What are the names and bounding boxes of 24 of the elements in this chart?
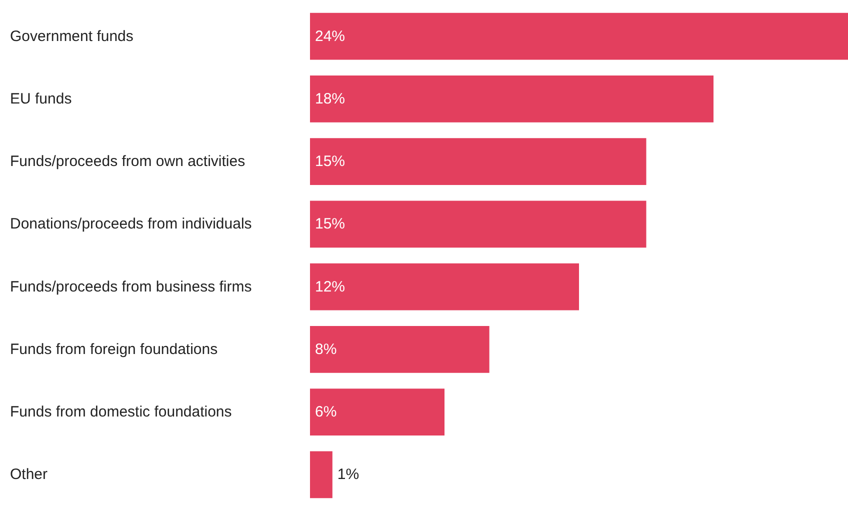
bar xyxy=(310,138,646,186)
bar xyxy=(310,263,579,310)
data-label: 1% xyxy=(337,466,360,484)
bar xyxy=(310,451,332,498)
data-label: 15% xyxy=(315,216,346,233)
data-label: 12% xyxy=(315,278,346,296)
y-tick-label: Donations/proceeds from individuals xyxy=(10,216,252,233)
bar xyxy=(310,200,646,248)
bar xyxy=(310,75,714,122)
bar xyxy=(310,388,444,436)
y-tick-label: Other xyxy=(10,466,48,484)
bar xyxy=(310,12,848,60)
data-label: 6% xyxy=(315,404,337,421)
y-tick-label: Funds/proceeds from own activities xyxy=(10,153,246,170)
y-tick-label: Funds from foreign foundations xyxy=(10,340,218,358)
y-tick-label: Funds/proceeds from business firms xyxy=(10,278,252,296)
data-label: 8% xyxy=(315,340,337,358)
data-label: 24% xyxy=(315,28,346,45)
data-label: 15% xyxy=(315,153,346,170)
data-label: 18% xyxy=(315,90,346,108)
y-tick-label: Government funds xyxy=(10,28,134,45)
y-tick-label: Funds from domestic foundations xyxy=(10,404,232,421)
y-tick-label: EU funds xyxy=(10,90,72,108)
bar xyxy=(310,326,490,373)
